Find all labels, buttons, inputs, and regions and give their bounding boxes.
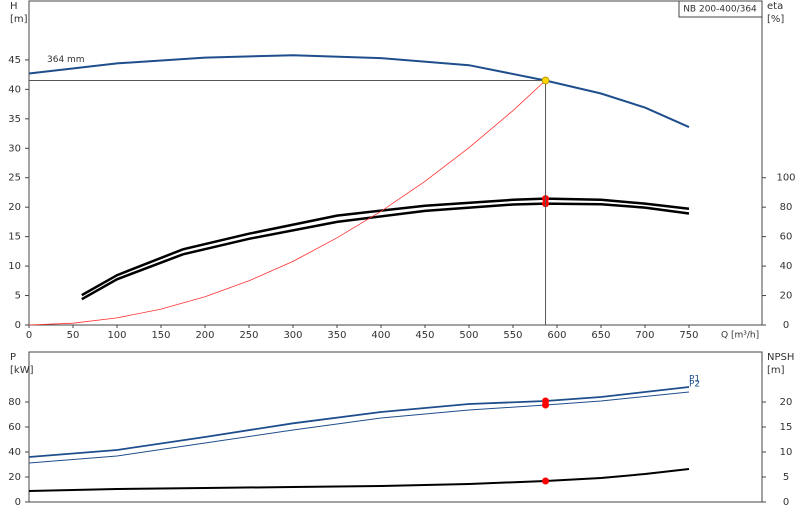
plot-frame (28, 0, 763, 326)
y-tick-label: 35 (8, 114, 21, 125)
y-tick-label: 20 (8, 472, 21, 483)
x-tick-label: 650 (591, 330, 610, 341)
title-box (678, 0, 763, 18)
y-axis-label: P (10, 352, 16, 363)
x-tick-label: 300 (283, 330, 302, 341)
y-tick-label: 80 (8, 397, 21, 408)
series-line (28, 386, 690, 458)
y-axis-label: H (10, 1, 18, 12)
x-tick-label: 150 (151, 330, 170, 341)
series-line (28, 80, 546, 326)
x-tick-label: 350 (327, 330, 346, 341)
y-tick-label: 25 (8, 173, 21, 184)
chart-title: NB 200-400/364 (683, 5, 757, 15)
point-marker (542, 401, 550, 409)
x-axis-label: Q [m³/h] (721, 331, 759, 341)
plot-frame (28, 351, 763, 503)
series-label: 364 mm (47, 55, 85, 65)
series-line (28, 391, 690, 464)
x-tick-label: 50 (67, 330, 80, 341)
x-tick-label: 0 (26, 330, 32, 341)
y-axis-label: [m] (10, 14, 28, 25)
y-tick-label: 0 (15, 497, 21, 508)
x-tick-label: 250 (239, 330, 258, 341)
y2-axis-label: eta (767, 1, 783, 12)
x-tick-label: 600 (547, 330, 566, 341)
y2-tick-label: 100 (776, 173, 795, 184)
y2-tick-label: 5 (783, 472, 789, 483)
series-label: P1 (689, 375, 700, 385)
y-tick-label: 60 (8, 422, 21, 433)
series-line (81, 197, 690, 297)
y-tick-label: 20 (8, 202, 21, 213)
y2-axis-label: [%] (767, 14, 784, 25)
y-tick-label: 15 (8, 232, 21, 243)
y2-tick-label: 0 (783, 497, 789, 508)
y2-tick-label: 60 (780, 232, 793, 243)
x-tick-label: 450 (415, 330, 434, 341)
x-tick-label: 750 (679, 330, 698, 341)
series-line (81, 202, 690, 301)
point-marker (541, 76, 550, 85)
y-tick-label: 5 (15, 291, 21, 302)
y-tick-label: 45 (8, 55, 21, 66)
y2-axis-label: [m] (767, 365, 785, 376)
x-tick-label: 500 (459, 330, 478, 341)
y-tick-label: 40 (8, 84, 21, 95)
y2-tick-label: 20 (780, 291, 793, 302)
y2-axis-label: NPSH (767, 352, 794, 363)
series-line (28, 54, 690, 129)
y2-tick-label: 80 (780, 202, 793, 213)
point-marker (542, 477, 550, 485)
y-tick-label: 40 (8, 447, 21, 458)
y2-tick-label: 10 (780, 447, 793, 458)
series-label: P2 (689, 380, 700, 390)
y-tick-label: 0 (15, 320, 21, 331)
x-tick-label: 400 (371, 330, 390, 341)
series-line (28, 468, 690, 492)
x-tick-label: 550 (503, 330, 522, 341)
y2-tick-label: 20 (780, 397, 793, 408)
x-tick-label: 700 (635, 330, 654, 341)
x-tick-label: 100 (107, 330, 126, 341)
y2-tick-label: 0 (783, 320, 789, 331)
y2-tick-label: 40 (780, 261, 793, 272)
y-tick-label: 30 (8, 143, 21, 154)
y-tick-label: 10 (8, 261, 21, 272)
y2-tick-label: 15 (780, 422, 793, 433)
y-axis-label: [kW] (10, 365, 34, 376)
x-tick-label: 200 (195, 330, 214, 341)
